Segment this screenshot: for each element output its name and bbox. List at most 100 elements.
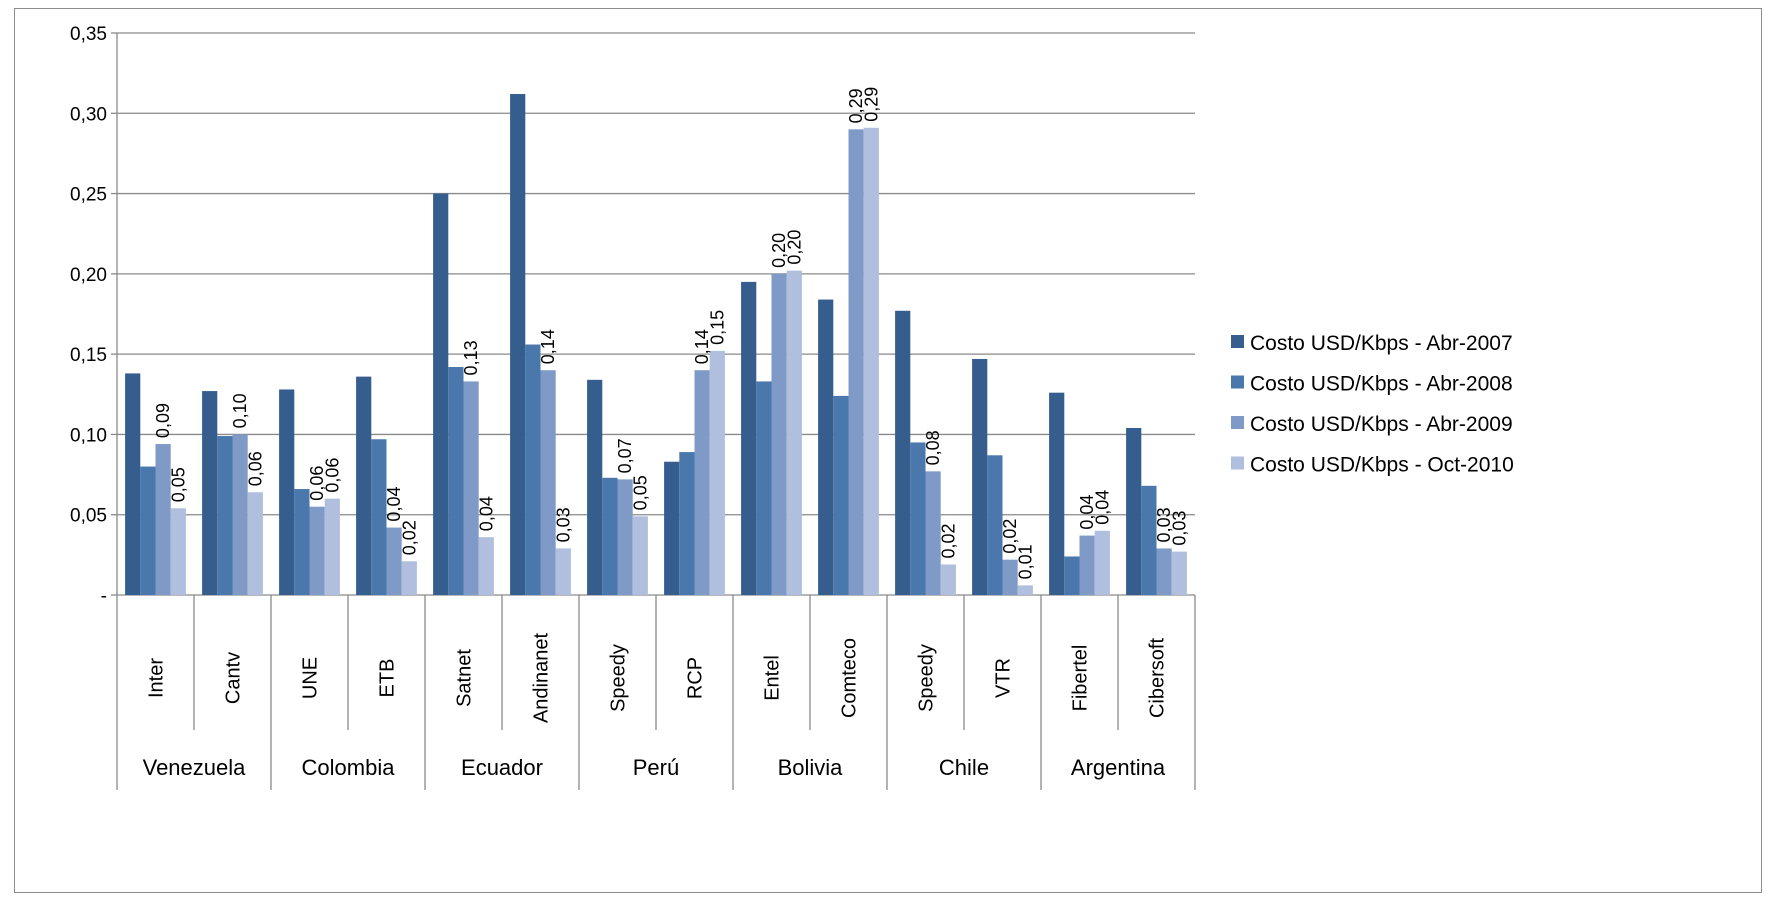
- bar: [679, 452, 695, 595]
- bar: [1094, 530, 1110, 595]
- bar: [324, 498, 340, 595]
- y-tick-label: 0,20: [70, 265, 107, 286]
- data-label: 0,04: [384, 487, 404, 522]
- bar: [155, 444, 171, 595]
- bar: [895, 310, 911, 595]
- legend-swatch: [1231, 416, 1244, 429]
- data-label: 0,05: [630, 475, 650, 510]
- bar: [617, 479, 633, 595]
- bar: [818, 299, 834, 595]
- bar: [247, 492, 263, 595]
- bar: [1126, 428, 1142, 595]
- data-label: 0,03: [1154, 507, 1174, 542]
- bar: [555, 548, 571, 595]
- data-label: 0,06: [322, 458, 342, 493]
- bar: [279, 389, 295, 595]
- bar: [448, 366, 464, 595]
- bar: [1156, 548, 1172, 595]
- bar: [401, 561, 417, 595]
- data-label: 0,04: [476, 496, 496, 531]
- bar: [709, 350, 725, 595]
- legend-swatch: [1231, 456, 1244, 470]
- bar: [140, 466, 156, 595]
- bar: [833, 395, 849, 595]
- bar: [125, 373, 141, 595]
- category-label: Andinanet: [531, 633, 553, 724]
- bar: [741, 281, 757, 595]
- category-label: Entel: [762, 655, 784, 701]
- bar: [202, 391, 218, 595]
- bar: [632, 516, 648, 595]
- bar: [786, 270, 802, 595]
- legend-label: Costo USD/Kbps - Abr-2009: [1250, 413, 1513, 436]
- data-label: 0,02: [938, 523, 958, 558]
- y-tick-label: 0,30: [70, 104, 107, 125]
- data-label: 0,10: [230, 393, 250, 428]
- bar: [540, 370, 556, 595]
- data-label: 0,14: [692, 329, 712, 364]
- data-label: 0,08: [923, 430, 943, 465]
- data-label: 0,06: [245, 451, 265, 486]
- data-label: 0,14: [538, 329, 558, 364]
- y-tick-label: 0,10: [70, 425, 107, 446]
- data-label: 0,20: [784, 230, 804, 265]
- group-label: Ecuador: [461, 755, 543, 780]
- legend-swatch: [1231, 375, 1244, 389]
- category-label: Satnet: [454, 649, 476, 707]
- category-label: UNE: [300, 657, 322, 699]
- data-label: 0,29: [861, 87, 881, 122]
- bar: [587, 379, 603, 595]
- bar: [217, 436, 233, 595]
- category-label: Fibertel: [1070, 645, 1092, 712]
- data-label: 0,06: [307, 466, 327, 501]
- data-label: 0,01: [1015, 544, 1035, 579]
- legend-label: Costo USD/Kbps - Abr-2007: [1250, 332, 1513, 355]
- category-label: Inter: [146, 658, 168, 698]
- data-label: 0,13: [461, 340, 481, 375]
- bar: [356, 376, 372, 595]
- data-label: 0,04: [1092, 490, 1112, 525]
- bar: [371, 439, 387, 595]
- category-label: Speedy: [608, 644, 630, 712]
- legend-label: Costo USD/Kbps - Abr-2008: [1250, 373, 1513, 396]
- bar: [525, 344, 541, 595]
- bar: [602, 477, 618, 595]
- category-label: Cibersoft: [1147, 638, 1169, 718]
- bar: [386, 527, 402, 595]
- bar: [1171, 551, 1187, 595]
- data-label: 0,03: [553, 507, 573, 542]
- bar: [863, 127, 879, 595]
- data-label: 0,29: [846, 88, 866, 123]
- bar: [925, 471, 941, 595]
- legend-label: Costo USD/Kbps - Oct-2010: [1250, 454, 1514, 477]
- legend-swatch: [1231, 335, 1244, 348]
- bar: [848, 129, 864, 596]
- data-label: 0,05: [168, 467, 188, 502]
- bar: [987, 455, 1003, 595]
- bar: [232, 434, 248, 595]
- data-label: 0,03: [1169, 511, 1189, 546]
- data-label: 0,04: [1077, 495, 1097, 530]
- group-label: Perú: [633, 755, 679, 780]
- category-label: Cantv: [223, 652, 245, 704]
- bar: [1017, 585, 1033, 595]
- bar: [433, 193, 449, 596]
- data-label: 0,15: [707, 310, 727, 345]
- bar: [664, 461, 680, 595]
- group-label: Argentina: [1071, 755, 1166, 780]
- bar: [1049, 392, 1065, 595]
- category-label: Comteco: [839, 638, 861, 718]
- bar: [972, 358, 988, 595]
- data-label: 0,02: [1000, 519, 1020, 554]
- data-label: 0,09: [153, 403, 173, 438]
- bar: [1079, 535, 1095, 595]
- data-label: 0,02: [399, 520, 419, 555]
- category-label: Speedy: [916, 644, 938, 712]
- bar: [771, 273, 787, 595]
- category-label: VTR: [993, 658, 1015, 698]
- bar: [1141, 485, 1157, 595]
- category-label: RCP: [685, 657, 707, 699]
- bar: [478, 537, 494, 595]
- bar: [170, 508, 186, 595]
